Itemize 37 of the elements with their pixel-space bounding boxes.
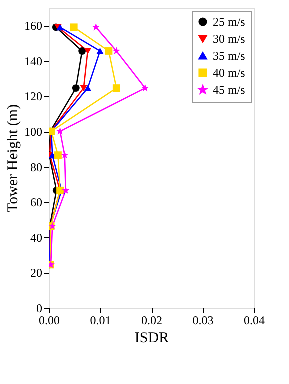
point: [112, 47, 121, 55]
point: [78, 48, 86, 55]
legend-label: 40 m/s: [213, 66, 246, 80]
x-axis-title: ISDR: [134, 330, 170, 346]
point: [141, 84, 150, 92]
y-tick-label: 140: [24, 54, 42, 68]
point: [60, 151, 69, 159]
point: [96, 48, 104, 54]
point: [112, 84, 120, 92]
y-tick-label: 20: [30, 266, 42, 280]
x-tick-label: 0.00: [39, 314, 60, 328]
x-tick-label: 0.02: [142, 314, 162, 328]
x-tick-label: 0.01: [90, 314, 112, 328]
y-tick-label: 60: [30, 196, 42, 210]
y-tick-label: 160: [24, 19, 42, 34]
legend-label: 30 m/s: [213, 32, 246, 46]
point: [84, 85, 92, 92]
point: [72, 84, 80, 92]
y-tick-label: 0: [36, 302, 42, 316]
point: [54, 152, 62, 160]
point: [56, 127, 64, 135]
point: [80, 85, 88, 92]
y-tick-label: 80: [30, 160, 42, 174]
legend-label: 35 m/s: [213, 49, 246, 63]
point: [84, 48, 92, 54]
legend-label: 25 m/s: [213, 15, 246, 29]
y-tick-label: 40: [30, 230, 42, 245]
y-axis-title: Tower Height (m): [6, 104, 22, 213]
x-tick-label: 0.03: [192, 314, 214, 328]
legend-label: 45 m/s: [213, 83, 246, 97]
x-tick-label: 0.04: [244, 314, 265, 328]
point: [70, 24, 78, 32]
point: [62, 186, 70, 194]
point: [105, 48, 113, 55]
point: [92, 23, 100, 31]
y-tick-label: 120: [24, 90, 42, 104]
y-tick-label: 100: [24, 125, 42, 140]
